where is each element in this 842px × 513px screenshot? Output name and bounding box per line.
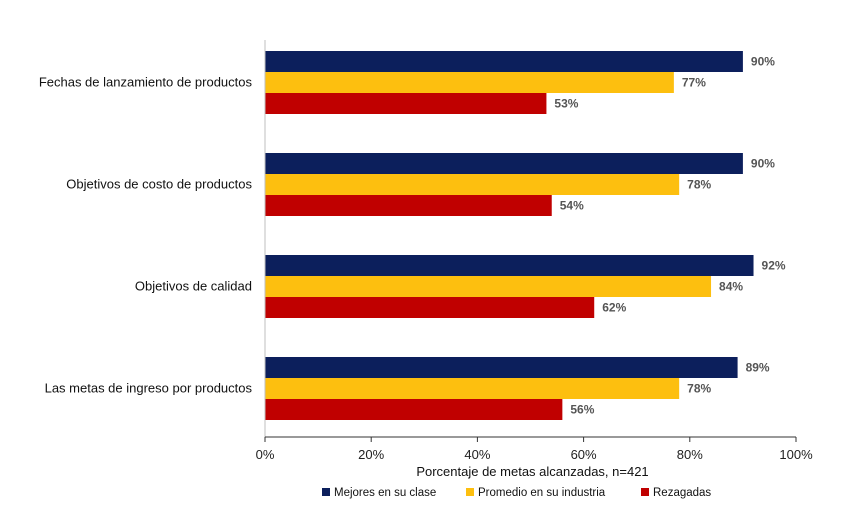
bar-1-1 <box>265 51 743 72</box>
legend-label-3: Rezagadas <box>653 487 711 499</box>
category-label-4: Las metas de ingreso por productos <box>45 381 253 396</box>
x-tick-label-3: 40% <box>464 447 490 462</box>
bar-2-3 <box>265 195 552 216</box>
legend: Mejores en su clase Promedio en su indust… <box>322 487 711 499</box>
x-axis: 0% 20% 40% 60% 80% 100% <box>256 40 813 462</box>
bar-4-3 <box>265 399 563 420</box>
x-tick-label-2: 20% <box>358 447 384 462</box>
bars <box>265 51 754 420</box>
legend-swatch-1 <box>322 488 330 496</box>
bar-4-2 <box>265 378 680 399</box>
legend-label-1: Mejores en su clase <box>334 487 436 499</box>
category-label-3: Objetivos de calidad <box>135 279 252 294</box>
x-tick-label-6: 100% <box>779 447 813 462</box>
x-tick-label-5: 80% <box>677 447 703 462</box>
bar-2-1 <box>265 153 743 174</box>
data-label-4-2: 78% <box>687 382 711 396</box>
data-label-1-2: 77% <box>682 76 706 90</box>
data-label-3-1: 92% <box>762 259 786 273</box>
bar-3-1 <box>265 255 754 276</box>
legend-label-2: Promedio en su industria <box>478 487 606 499</box>
bar-2-2 <box>265 174 680 195</box>
bar-3-2 <box>265 276 712 297</box>
x-axis-title: Porcentaje de metas alcanzadas, n=421 <box>416 464 648 479</box>
data-label-1-3: 53% <box>554 97 578 111</box>
bar-1-3 <box>265 93 547 114</box>
data-label-4-1: 89% <box>746 361 770 375</box>
data-label-2-2: 78% <box>687 178 711 192</box>
bar-3-3 <box>265 297 595 318</box>
bar-1-2 <box>265 72 674 93</box>
x-tick-label-4: 60% <box>571 447 597 462</box>
data-label-4-3: 56% <box>570 403 594 417</box>
data-label-2-1: 90% <box>751 157 775 171</box>
data-labels: 90% 77% 53% 90% 78% 54% 92% 84% 62% 89% 78% 56% <box>554 55 785 417</box>
category-label-2: Objetivos de costo de productos <box>66 177 252 192</box>
category-label-1: Fechas de lanzamiento de productos <box>39 75 253 90</box>
data-label-2-3: 54% <box>560 199 584 213</box>
x-tick-label-1: 0% <box>256 447 275 462</box>
data-label-1-1: 90% <box>751 55 775 69</box>
data-label-3-3: 62% <box>602 301 626 315</box>
legend-swatch-3 <box>641 488 649 496</box>
bar-4-1 <box>265 357 738 378</box>
data-label-3-2: 84% <box>719 280 743 294</box>
category-labels: Fechas de lanzamiento de productos Objeti… <box>39 75 253 396</box>
legend-swatch-2 <box>466 488 474 496</box>
